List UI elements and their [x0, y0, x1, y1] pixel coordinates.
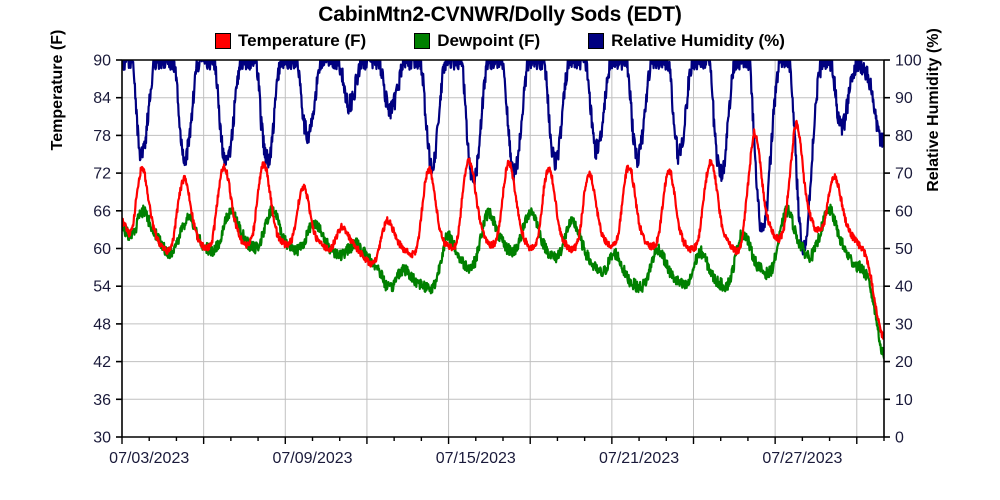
x-tick-label: 07/21/2023: [599, 450, 679, 467]
y-axis-left-ticks: 30 36 42 48 54 60 66 72 78 84 90: [93, 53, 122, 447]
series-group: [122, 60, 884, 360]
legend-label-dewpoint: Dewpoint (F): [437, 31, 541, 50]
y-tick-label-left: 84: [93, 90, 111, 107]
legend-swatch-dewpoint: [414, 33, 431, 49]
y-tick-label-right: 30: [895, 316, 913, 333]
y-tick-label-left: 60: [93, 241, 111, 258]
legend-item-temperature[interactable]: Temperature (F): [215, 31, 366, 51]
y-tick-label-left: 30: [93, 430, 111, 447]
chart-title: CabinMtn2-CVNWR/Dolly Sods (EDT): [318, 3, 682, 26]
y-tick-label-left: 36: [93, 392, 111, 409]
y-tick-label-left: 78: [93, 128, 111, 145]
legend-item-humidity[interactable]: Relative Humidity (%): [588, 31, 785, 51]
y-tick-label-right: 80: [895, 128, 913, 145]
legend-label-humidity: Relative Humidity (%): [611, 31, 785, 50]
series-line-dewpoint-f: [122, 203, 884, 360]
y-tick-label-right: 20: [895, 354, 913, 371]
series-line-temperature-f: [122, 119, 884, 340]
y-tick-label-right: 70: [895, 166, 913, 183]
y-tick-label-left: 48: [93, 316, 111, 333]
y-tick-label-right: 50: [895, 241, 913, 258]
y-tick-label-right: 60: [895, 203, 913, 220]
x-tick-label: 07/27/2023: [762, 450, 842, 467]
y-tick-label-left: 42: [93, 354, 111, 371]
x-axis-ticks: 07/03/2023 07/09/2023 07/15/2023 07/21/2023…: [109, 437, 885, 467]
x-tick-label: 07/15/2023: [436, 450, 516, 467]
legend-swatch-humidity: [588, 33, 605, 49]
x-tick-label: 07/09/2023: [272, 450, 352, 467]
legend-swatch-temperature: [215, 33, 232, 49]
y-tick-label-left: 90: [93, 53, 111, 70]
y-tick-label-right: 100: [895, 53, 922, 70]
x-tick-label: 07/03/2023: [109, 450, 189, 467]
y-axis-right-ticks: 0 10 20 30 40 50 60 70 80 90 100: [884, 53, 922, 447]
series-line-relative-humidity: [122, 60, 884, 256]
y-tick-label-right: 10: [895, 392, 913, 409]
y-tick-label-right: 90: [895, 90, 913, 107]
legend-label-temperature: Temperature (F): [238, 31, 367, 50]
y-tick-label-left: 66: [93, 203, 111, 220]
chart-legend: Temperature (F) Dewpoint (F) Relative Hu…: [0, 31, 1000, 51]
y-tick-label-left: 72: [93, 166, 111, 183]
y-tick-label-right: 0: [895, 430, 904, 447]
y-tick-label-left: 54: [93, 279, 111, 296]
y-tick-label-right: 40: [895, 279, 913, 296]
legend-item-dewpoint[interactable]: Dewpoint (F): [414, 31, 540, 51]
